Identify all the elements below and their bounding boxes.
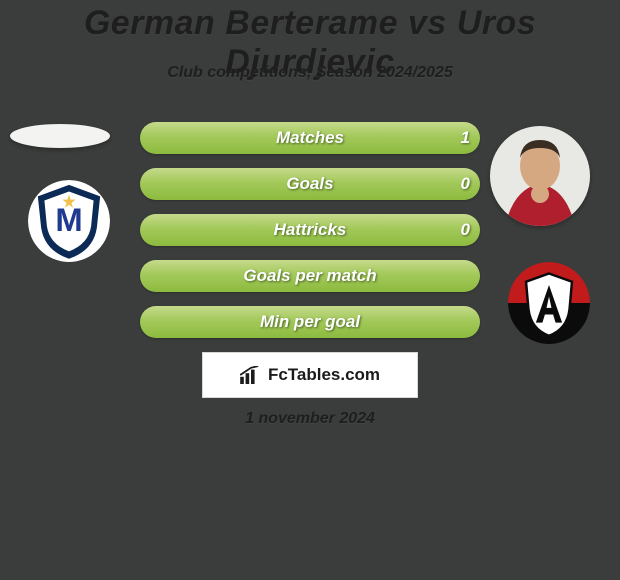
stat-row: Min per goal xyxy=(140,306,480,338)
player-right-photo xyxy=(490,126,590,226)
bar-track xyxy=(140,260,480,292)
bar-track xyxy=(140,306,480,338)
stat-row: Goals per match xyxy=(140,260,480,292)
infographic-root: German Berterame vs Uros Djurdjevic Club… xyxy=(0,0,620,580)
bar-track xyxy=(140,122,480,154)
credit-box: FcTables.com xyxy=(202,352,418,398)
club-left-logo-svg: M xyxy=(28,180,110,262)
stat-row: Matches 1 xyxy=(140,122,480,154)
stat-row: Hattricks 0 xyxy=(140,214,480,246)
stat-bars: Matches 1 Goals 0 Hattricks 0 Goals per … xyxy=(140,122,480,352)
bar-track xyxy=(140,168,480,200)
bar-track xyxy=(140,214,480,246)
svg-text:M: M xyxy=(55,201,82,238)
player-right-photo-svg xyxy=(490,126,590,226)
date-text: 1 november 2024 xyxy=(0,410,620,428)
chart-icon xyxy=(240,366,262,384)
club-right-logo xyxy=(508,262,590,344)
stat-row: Goals 0 xyxy=(140,168,480,200)
credit-text: FcTables.com xyxy=(268,365,380,385)
club-right-logo-svg xyxy=(508,262,590,344)
player-left-photo xyxy=(10,124,110,148)
subtitle: Club competitions, Season 2024/2025 xyxy=(0,64,620,82)
club-left-logo: M xyxy=(28,180,110,262)
